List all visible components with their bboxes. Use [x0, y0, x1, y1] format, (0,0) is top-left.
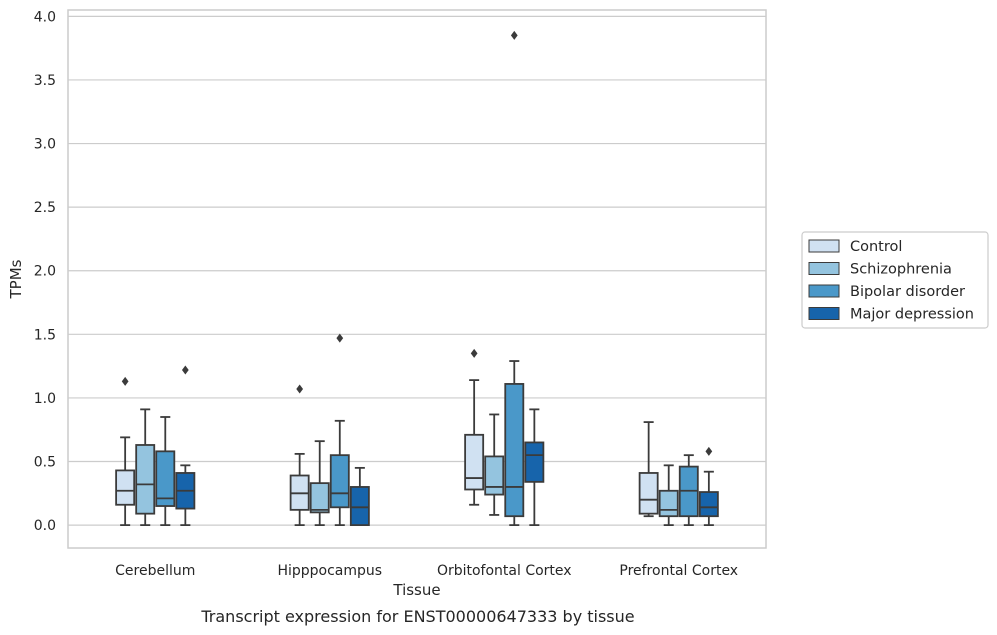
- y-tick-label: 4.0: [34, 9, 56, 25]
- box-iqr: [349, 486, 370, 527]
- box-iqr: [658, 489, 679, 518]
- legend-swatch: [808, 262, 840, 275]
- box: [524, 408, 545, 527]
- box: [115, 376, 136, 527]
- box: [504, 30, 525, 527]
- box-iqr: [115, 469, 136, 506]
- box: [349, 466, 370, 527]
- box-iqr: [155, 450, 176, 507]
- box-iqr: [504, 383, 525, 518]
- y-tick-label: 3.0: [34, 137, 56, 153]
- box-iqr: [638, 472, 659, 515]
- outlier-point: [510, 30, 518, 40]
- x-tick-label: Prefrontal Cortex: [619, 563, 738, 579]
- outlier-point: [336, 333, 344, 343]
- box: [638, 421, 659, 518]
- box: [289, 384, 310, 527]
- y-tick-label: 2.0: [34, 264, 56, 280]
- x-axis-title: Tissue: [392, 581, 440, 599]
- outlier-point: [121, 376, 129, 386]
- box-iqr: [484, 455, 505, 496]
- plot-background: [68, 10, 766, 548]
- box: [135, 408, 156, 527]
- box-iqr: [698, 491, 719, 518]
- legend-label: Control: [850, 239, 902, 255]
- legend-swatch: [808, 284, 840, 298]
- x-tick-labels: Cerebellum Hipppocampus Orbitofontal Corte…: [115, 563, 738, 579]
- box: [678, 454, 699, 527]
- box: [309, 440, 330, 527]
- legend-label: Schizophrenia: [850, 262, 952, 278]
- outlier-point: [296, 384, 304, 394]
- legend-label: Major depression: [850, 307, 974, 323]
- box: [175, 365, 196, 527]
- box-iqr: [464, 433, 485, 491]
- box: [658, 464, 679, 527]
- box-iqr: [329, 454, 350, 509]
- y-tick-label: 2.5: [34, 200, 56, 216]
- box-iqr: [309, 482, 330, 514]
- outlier-point: [705, 446, 713, 456]
- legend: Control Schizophrenia Bipolar disorder Majo…: [801, 231, 989, 329]
- y-tick-label: 0.5: [34, 455, 56, 471]
- outlier-point: [181, 365, 189, 375]
- legend-swatch: [808, 239, 840, 253]
- legend-label: Bipolar disorder: [850, 284, 965, 300]
- x-tick-label: Orbitofontal Cortex: [437, 563, 572, 579]
- chart-caption: Transcript expression for ENST0000064733…: [200, 607, 634, 626]
- box-iqr: [524, 441, 545, 483]
- box: [464, 348, 485, 506]
- legend-swatch: [808, 307, 840, 320]
- y-tick-label: 1.5: [34, 327, 56, 343]
- y-tick-label: 0.0: [34, 518, 56, 534]
- box-iqr: [135, 444, 156, 515]
- outlier-point: [470, 348, 478, 358]
- legend-frame: [801, 231, 989, 329]
- box: [329, 333, 350, 527]
- x-tick-label: Cerebellum: [115, 563, 195, 579]
- plot-frame: [67, 9, 767, 549]
- x-tick-label: Hipppocampus: [277, 563, 382, 579]
- y-tick-label: 1.0: [34, 391, 56, 407]
- y-axis-title: TPMs: [7, 259, 25, 299]
- box: [698, 446, 719, 527]
- y-tick-labels: 0.0 0.5 1.0 1.5 2.0 2.5 3.0 3.5 4.0: [34, 9, 56, 534]
- box: [484, 413, 505, 516]
- boxes: [115, 30, 719, 527]
- y-tick-label: 3.5: [34, 73, 56, 89]
- box: [155, 416, 176, 527]
